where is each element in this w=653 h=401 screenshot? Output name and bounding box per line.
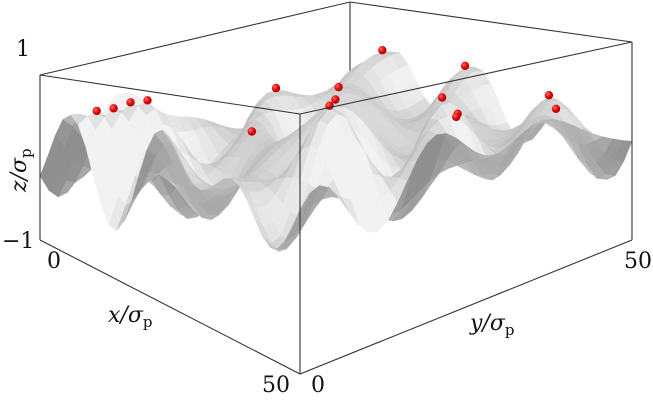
x-tick-end: 50 [262,373,290,398]
box-front-edges [39,41,633,375]
maximum-marker [544,91,554,100]
y-tick-end: 50 [624,249,652,274]
x-axis-label: x/σp [108,303,152,331]
z-tick-bottom: −1 [2,229,34,254]
x-axis-label-var: x/σ [108,303,144,328]
z-axis-label: z/σp [7,148,35,193]
surface-facet [292,193,310,227]
maximum-marker [126,98,135,107]
maximum-marker [437,93,447,102]
maximum-marker [551,104,561,114]
maximum-marker [334,82,343,92]
z-axis-label-sub: p [17,148,35,158]
y-axis-label-var: y/σ [469,311,506,336]
y-tick-start: 0 [311,373,325,398]
y-axis-label-sub: p [505,321,515,339]
maximum-marker [92,106,101,116]
maximum-marker [378,46,387,55]
maximum-marker [271,83,281,93]
x-axis-label-sub: p [143,313,153,331]
z-axis-label-var: z/σ [7,157,32,193]
z-tick-top: 1 [16,37,30,62]
maximum-marker [247,127,256,136]
x-tick-start: 0 [47,249,61,274]
maximum-marker [109,104,118,113]
maximum-marker [452,112,461,122]
maxima-markers [92,46,561,136]
y-axis-label: y/σp [469,311,514,339]
rough-surface [39,51,633,252]
maximum-marker [460,61,470,70]
maximum-marker [143,96,152,105]
maximum-marker [331,95,340,104]
